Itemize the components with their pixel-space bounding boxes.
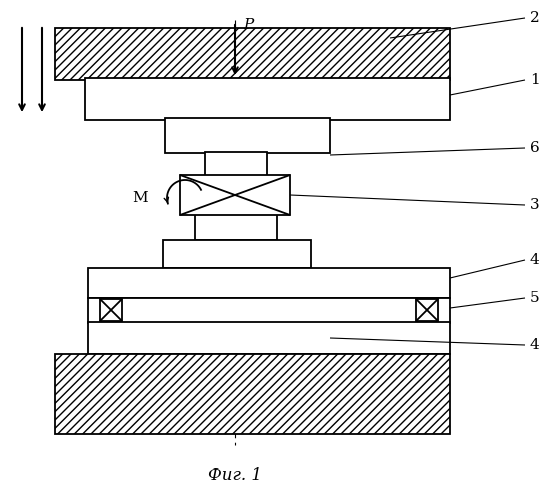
Bar: [416, 299, 438, 321]
Bar: [205, 152, 267, 180]
Bar: [195, 214, 277, 240]
Bar: [88, 268, 450, 298]
Bar: [163, 240, 311, 268]
Bar: [100, 299, 122, 321]
Bar: [180, 175, 290, 215]
Bar: [55, 354, 450, 434]
Text: 1: 1: [530, 73, 540, 87]
Text: 5: 5: [530, 291, 540, 305]
Text: 3: 3: [530, 198, 540, 212]
Text: 4: 4: [530, 338, 540, 352]
Bar: [88, 322, 450, 354]
Bar: [165, 118, 330, 153]
Text: M: M: [133, 191, 148, 205]
Text: 2: 2: [530, 11, 540, 25]
Bar: [85, 78, 450, 120]
Text: 4: 4: [530, 253, 540, 267]
Bar: [88, 298, 450, 323]
Text: P: P: [243, 18, 253, 32]
Text: Фиг. 1: Фиг. 1: [208, 466, 262, 483]
Bar: [55, 28, 450, 80]
Text: 6: 6: [530, 141, 540, 155]
